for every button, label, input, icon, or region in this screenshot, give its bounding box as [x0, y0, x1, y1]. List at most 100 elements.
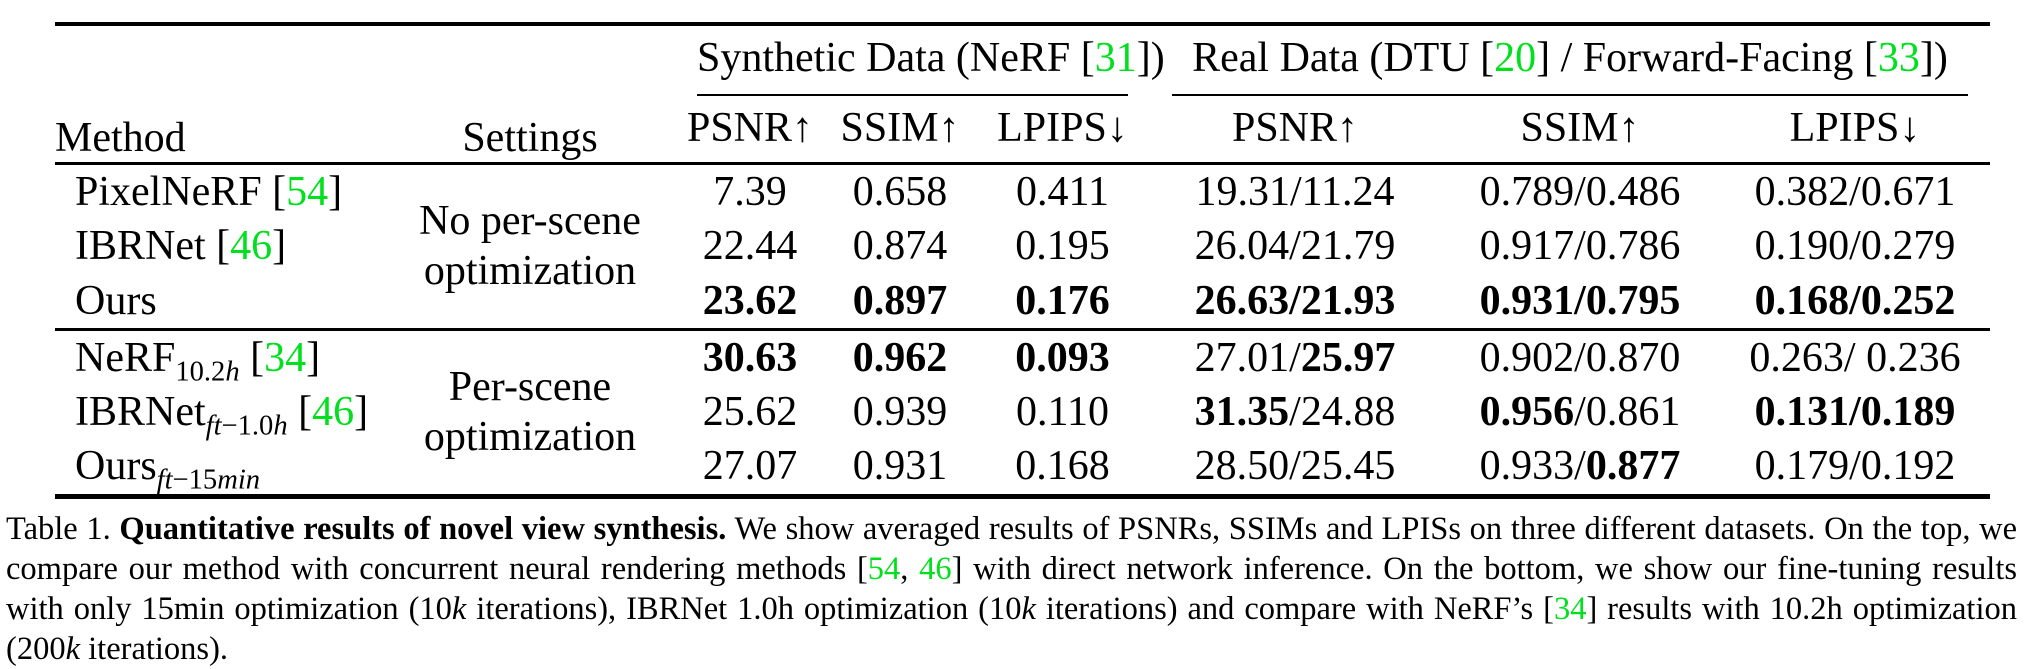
value-cell: 0.917/0.786 — [1440, 219, 1720, 273]
text-segment: 26.63/21.93 — [1194, 277, 1396, 324]
text-segment: k — [1021, 591, 1036, 628]
col-header-settings: Settings — [462, 115, 598, 161]
text-segment: 23.62 — [702, 277, 798, 324]
text-segment: /0.861 — [1574, 389, 1681, 436]
value-cell: 0.962 — [825, 329, 975, 385]
text-segment: 0.110 — [1016, 389, 1109, 436]
value-cell: 0.933/0.877 — [1440, 439, 1720, 496]
citation-link[interactable]: 33 — [1877, 35, 1920, 81]
text-segment: 0.956 — [1479, 389, 1575, 436]
text-segment: We show averaged results of PSNRs, SSIMs… — [6, 510, 2018, 587]
text-segment: ] — [306, 334, 321, 381]
citation-link[interactable]: 34 — [264, 334, 307, 381]
text-segment: 0.933/ — [1479, 443, 1586, 490]
value-cell: 0.931/0.795 — [1440, 274, 1720, 330]
citation-link[interactable]: 20 — [1494, 35, 1537, 81]
table-row-nerf: NeRF10.2h [34] Per-scene optimization 30… — [55, 329, 1990, 460]
value-cell: 0.897 — [825, 274, 975, 330]
citation-link[interactable]: 54 — [867, 550, 901, 587]
col-header-psnr-synthetic: PSNR↑ — [686, 105, 814, 151]
value-cell: 27.07 — [675, 439, 825, 496]
text-segment: 0.931/0.795 — [1479, 277, 1681, 324]
value-cell: 22.44 — [675, 219, 825, 273]
value-cell: 0.093 — [975, 329, 1150, 385]
col-group-header-synthetic: Synthetic Data (NeRF [31]) — [675, 24, 1165, 96]
citation-link[interactable]: 31 — [1094, 35, 1137, 81]
settings-cell: Per-scene optimization — [385, 329, 675, 496]
value-cell: 0.195 — [975, 219, 1150, 273]
text-segment: 0.190/0.279 — [1754, 223, 1956, 270]
text-segment: 0.093 — [1015, 334, 1110, 381]
citation-link[interactable]: 54 — [286, 169, 329, 215]
table-row-ours: Ours 23.62 0.897 0.176 26.63/21.93 0.931… — [55, 274, 1990, 330]
text-segment: IBRNet — [75, 389, 206, 436]
text-segment: 0.263/ 0.236 — [1749, 334, 1961, 381]
text-segment: ] with direct network inference. On the … — [6, 550, 2017, 628]
method-cell: Ours — [55, 274, 385, 330]
value-cell: 0.658 — [825, 164, 975, 220]
text-segment: −1.0 — [221, 410, 274, 442]
table-row-pixelnerf: PixelNeRF [54] No per-scene optimization… — [55, 164, 1990, 294]
text-segment: 25.62 — [702, 389, 798, 436]
text-segment: ]) — [1136, 35, 1165, 81]
text-segment: 0.931 — [852, 443, 948, 490]
text-segment: 0.195 — [1015, 223, 1110, 270]
value-cell: 0.931 — [825, 439, 975, 496]
value-cell: 30.63 — [675, 329, 825, 385]
value-cell: 26.04/21.79 — [1150, 219, 1440, 273]
text-segment: 22.44 — [702, 223, 798, 270]
text-segment: Quantitative results of novel view synth… — [119, 510, 727, 547]
group-header-real-text: Real Data (DTU [20] / Forward-Facing [33… — [1172, 32, 1968, 96]
value-cell: 25.62 — [675, 385, 825, 439]
text-segment: /24.88 — [1289, 389, 1396, 436]
text-segment: 0.411 — [1016, 169, 1109, 215]
text-segment: 10.2 — [175, 356, 226, 388]
table-row-ibrnet: IBRNet [46] 22.44 0.874 0.195 26.04/21.7… — [55, 219, 1990, 273]
text-segment: ] — [328, 169, 343, 215]
text-segment: [ — [239, 334, 265, 381]
text-segment: 0.382/0.671 — [1754, 169, 1956, 215]
table-row-ours-ft: Oursft−15min 27.07 0.931 0.168 28.50/25.… — [55, 439, 1990, 496]
group-header-synthetic-text: Synthetic Data (NeRF [31]) — [697, 32, 1165, 96]
text-segment: , — [900, 550, 920, 587]
value-cell: 0.179/0.192 — [1720, 439, 1990, 496]
text-segment: Table 1. — [6, 510, 120, 547]
method-cell: NeRF10.2h [34] — [55, 329, 385, 388]
value-cell: 31.35/24.88 — [1150, 385, 1440, 439]
citation-link[interactable]: 46 — [919, 550, 952, 587]
citation-link[interactable]: 46 — [230, 223, 273, 270]
text-segment: ] — [272, 223, 287, 270]
method-cell: Oursft−15min — [55, 439, 385, 496]
text-segment: 31.35 — [1194, 389, 1290, 436]
col-header-psnr-real: PSNR↑ — [1231, 105, 1359, 151]
method-cell: IBRNetft−1.0h [46] — [55, 385, 385, 442]
text-segment: 7.39 — [713, 169, 787, 215]
text-segment: k — [451, 591, 467, 628]
text-segment: Synthetic Data (NeRF [ — [697, 35, 1095, 81]
value-cell: 26.63/21.93 — [1150, 274, 1440, 330]
col-header-ssim-synthetic: SSIM↑ — [840, 105, 960, 151]
col-header-lpips-synthetic: LPIPS↓ — [997, 105, 1128, 151]
col-header-ssim-real: SSIM↑ — [1520, 105, 1640, 151]
text-segment: 0.168 — [1015, 443, 1110, 490]
citation-link[interactable]: 34 — [1553, 591, 1587, 628]
text-segment: 0.939 — [852, 389, 948, 436]
text-segment: 26.04/21.79 — [1194, 223, 1396, 270]
text-segment: [ — [287, 389, 313, 436]
metric-header-row: PSNR↑ SSIM↑ LPIPS↓ PSNR↑ SSIM↑ LPIPS↓ — [55, 96, 1990, 164]
text-segment: 0.131/0.189 — [1754, 389, 1956, 436]
text-segment: ] results with 10.2h optimization (200 — [6, 591, 2017, 668]
text-segment: IBRNet [ — [75, 223, 231, 270]
citation-link[interactable]: 46 — [312, 389, 355, 436]
value-cell: 27.01/25.97 — [1150, 329, 1440, 385]
text-segment: 27.07 — [702, 443, 798, 490]
table-group-per-scene: NeRF10.2h [34] Per-scene optimization 30… — [55, 329, 1990, 496]
value-cell: 0.168 — [975, 439, 1150, 496]
value-cell: 0.110 — [975, 385, 1150, 439]
text-segment: 30.63 — [702, 334, 798, 381]
text-segment: ]) — [1919, 35, 1948, 81]
text-segment: ] — [354, 389, 369, 436]
text-segment: 25.97 — [1300, 334, 1396, 381]
value-cell: 0.190/0.279 — [1720, 219, 1990, 273]
value-cell: 0.874 — [825, 219, 975, 273]
